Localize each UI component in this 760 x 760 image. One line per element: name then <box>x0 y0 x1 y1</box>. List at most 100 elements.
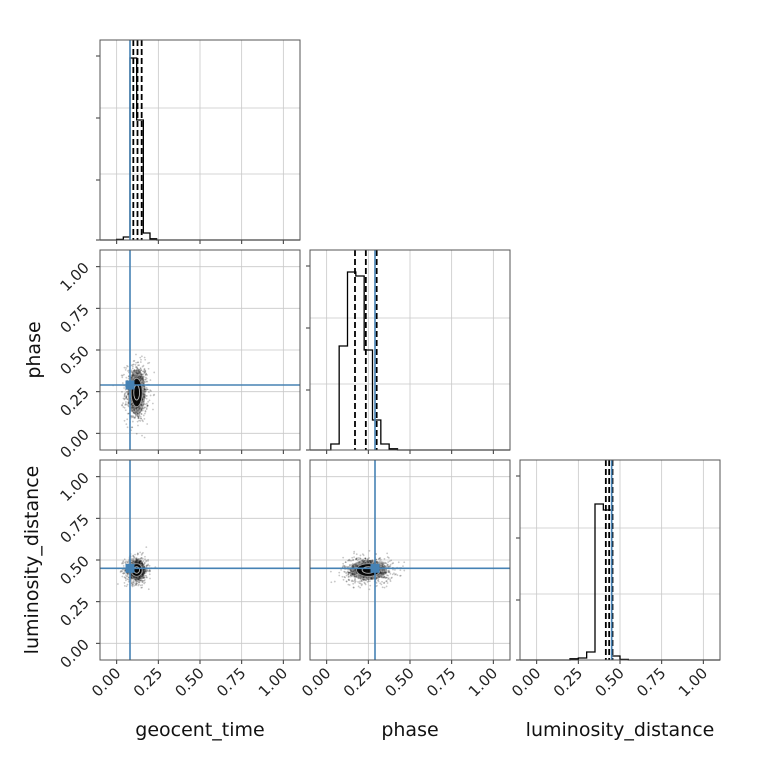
panel-geocent_time-vs-phase-sample-point <box>144 378 147 381</box>
panel-geocent_time-vs-luminosity_distance-sample-point <box>124 576 127 579</box>
panel-geocent_time-vs-phase-sample-point <box>144 358 147 361</box>
panel-phase-vs-luminosity_distance-sample-point <box>356 564 359 567</box>
panel-geocent_time-vs-luminosity_distance-sample-point <box>139 562 142 565</box>
panel-geocent_time-vs-luminosity_distance-sample-point <box>146 576 148 579</box>
panel-geocent_time-vs-phase-sample-point <box>138 375 141 378</box>
panel-geocent_time-vs-luminosity_distance-sample-point <box>132 579 135 582</box>
panel-geocent_time-vs-phase-sample-point <box>142 378 144 381</box>
panel-geocent_time-vs-phase-sample-point <box>140 373 143 375</box>
panel-geocent_time-vs-luminosity_distance-sample-point <box>132 560 135 563</box>
panel-phase-vs-luminosity_distance-sample-point <box>366 557 369 560</box>
panel-geocent_time-vs-luminosity_distance-sample-point <box>142 573 144 576</box>
panel-phase-vs-luminosity_distance-sample-point <box>342 562 345 565</box>
panel-phase-vs-luminosity_distance-sample-point <box>375 577 378 580</box>
panel-geocent_time-vs-phase-sample-point <box>140 401 143 404</box>
panel-geocent_time-vs-phase-sample-point <box>142 407 145 410</box>
panel-phase-vs-luminosity_distance-sample-point <box>382 573 384 576</box>
panel-phase-vs-luminosity_distance-sample-point <box>338 571 341 574</box>
panel-geocent_time-vs-luminosity_distance-sample-point <box>144 568 147 571</box>
panel-geocent_time-vs-phase-sample-point <box>134 407 137 410</box>
panel-geocent_time-vs-luminosity_distance-sample-point <box>143 579 145 582</box>
panel-phase-vs-luminosity_distance-sample-point <box>382 571 384 574</box>
panel-geocent_time-vs-phase-sample-point <box>121 404 124 406</box>
panel-geocent_time-vs-luminosity_distance-sample-point <box>132 561 135 563</box>
panel-phase-vs-luminosity_distance-sample-point <box>361 559 364 562</box>
panel-geocent_time-vs-phase-sample-point <box>135 407 138 410</box>
panel-geocent_time-vs-luminosity_distance-sample-point <box>135 576 138 579</box>
panel-phase-vs-luminosity_distance-sample-point <box>353 571 356 574</box>
panel-phase-vs-luminosity_distance-sample-point <box>361 553 364 556</box>
panel-geocent_time-vs-luminosity_distance-sample-point <box>142 572 145 575</box>
panel-geocent_time-vs-phase-sample-point <box>138 369 141 371</box>
panel-geocent_time-vs-luminosity_distance-sample-point <box>140 586 143 589</box>
panel-phase-vs-luminosity_distance-sample-point <box>352 586 355 589</box>
panel-geocent_time-vs-phase-sample-point <box>146 380 149 383</box>
panel-phase-vs-luminosity_distance-sample-point <box>348 565 351 568</box>
panel-geocent_time-vs-luminosity_distance-sample-point <box>143 579 146 581</box>
panel-phase-vs-luminosity_distance-sample-point <box>390 577 393 580</box>
panel-geocent_time-vs-luminosity_distance-sample-point <box>146 564 148 567</box>
panel-geocent_time-vs-luminosity_distance-sample-point <box>135 556 138 559</box>
panel-geocent_time-vs-phase-sample-point <box>137 370 140 372</box>
panel-phase-vs-luminosity_distance-sample-point <box>355 575 358 577</box>
panel-phase-vs-luminosity_distance-sample-point <box>353 572 356 575</box>
panel-phase-vs-luminosity_distance-sample-point <box>347 571 350 574</box>
panel-geocent_time-vs-luminosity_distance-sample-point <box>141 562 144 565</box>
panel-geocent_time-vs-phase-sample-point <box>145 386 148 389</box>
panel-geocent_time-vs-luminosity_distance-sample-point <box>147 560 149 562</box>
panel-geocent_time-vs-phase-sample-point <box>141 381 144 383</box>
panel-phase-vs-luminosity_distance-sample-point <box>369 560 372 563</box>
panel-geocent_time-vs-luminosity_distance-sample-point <box>134 578 136 581</box>
panel-phase-vs-luminosity_distance-sample-point <box>351 573 353 576</box>
panel-phase-vs-luminosity_distance-sample-point <box>352 559 354 562</box>
panel-phase-vs-luminosity_distance-sample-point <box>370 560 373 563</box>
panel-phase-vs-luminosity_distance-sample-point <box>344 576 347 579</box>
panel-phase-vs-luminosity_distance-sample-point <box>355 575 358 578</box>
panel-geocent_time-vs-luminosity_distance-sample-point <box>139 575 142 578</box>
panel-phase-vs-luminosity_distance-sample-point <box>358 575 360 578</box>
panel-phase-vs-luminosity_distance-sample-point <box>385 565 387 568</box>
panel-geocent_time-vs-phase-sample-point <box>143 436 146 439</box>
panel-geocent_time-vs-phase-sample-point <box>142 403 145 406</box>
panel-phase-vs-luminosity_distance-sample-point <box>383 581 386 584</box>
panel-geocent_time-vs-luminosity_distance-sample-point <box>141 584 144 586</box>
panel-phase-vs-luminosity_distance-sample-point <box>343 565 346 568</box>
panel-phase-vs-luminosity_distance-sample-point <box>387 569 389 572</box>
panel-phase-vs-luminosity_distance-sample-point <box>383 576 386 578</box>
panel-phase-vs-luminosity_distance-sample-point <box>356 565 358 568</box>
panel-geocent_time-vs-luminosity_distance-sample-point <box>121 570 124 573</box>
panel-phase-vs-luminosity_distance-sample-point <box>368 549 371 552</box>
panel-geocent_time-vs-phase-sample-point <box>136 367 139 370</box>
panel-geocent_time-vs-luminosity_distance-sample-point <box>145 566 148 568</box>
panel-geocent_time-vs-luminosity_distance-sample-point <box>131 577 134 580</box>
panel-phase-vs-luminosity_distance-sample-point <box>376 561 379 564</box>
panel-geocent_time-vs-luminosity_distance-sample-point <box>145 576 148 579</box>
panel-phase-vs-luminosity_distance-sample-point <box>380 573 383 576</box>
panel-phase-vs-luminosity_distance-sample-point <box>348 579 351 582</box>
panel-phase-vs-luminosity_distance-sample-point <box>349 569 352 572</box>
panel-geocent_time-vs-luminosity_distance-sample-point <box>145 570 148 572</box>
panel-geocent_time-vs-luminosity_distance-sample-point <box>132 559 135 562</box>
y-axis-label-phase: phase <box>23 321 45 378</box>
panel-geocent_time-vs-phase-sample-point <box>143 386 146 388</box>
panel-geocent_time-vs-phase-sample-point <box>137 424 139 427</box>
panel-phase-vs-luminosity_distance-sample-point <box>368 559 371 562</box>
panel-geocent_time-vs-phase-sample-point <box>130 406 133 409</box>
panel-phase-vs-luminosity_distance-sample-point <box>364 579 367 582</box>
panel-geocent_time-vs-luminosity_distance-sample-point <box>134 561 136 564</box>
panel-phase-vs-luminosity_distance-sample-point <box>382 577 384 579</box>
panel-phase-vs-luminosity_distance-sample-point <box>371 578 374 580</box>
panel-geocent_time-vs-phase-sample-point <box>141 419 144 422</box>
panel-phase-vs-luminosity_distance-sample-point <box>352 586 355 589</box>
panel-phase-vs-luminosity_distance-sample-point <box>355 572 357 575</box>
panel-phase-vs-luminosity_distance-sample-point <box>344 561 347 564</box>
panel-geocent_time-vs-phase-sample-point <box>131 404 134 407</box>
panel-geocent_time-vs-phase-sample-point <box>137 372 140 374</box>
panel-phase-vs-luminosity_distance-sample-point <box>384 577 386 579</box>
panel-geocent_time-vs-phase-sample-point <box>139 370 142 373</box>
panel-geocent_time-vs-luminosity_distance-sample-point <box>125 574 127 577</box>
panel-phase-vs-luminosity_distance-sample-point <box>340 568 343 571</box>
panel-geocent_time-vs-phase-sample-point <box>139 371 142 374</box>
panel-geocent_time-vs-luminosity_distance-sample-point <box>142 560 145 563</box>
panel-phase-vs-luminosity_distance-sample-point <box>375 582 378 584</box>
